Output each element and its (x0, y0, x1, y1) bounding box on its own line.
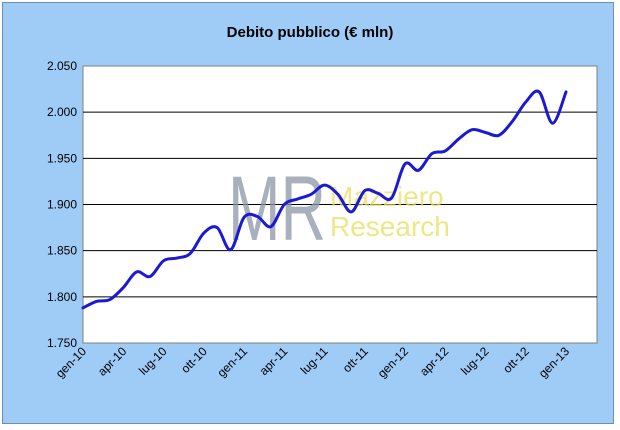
x-tick-label: apr-11 (257, 344, 291, 378)
watermark-text-line1: Mazziero (330, 181, 444, 212)
grid-lines (83, 111, 597, 298)
y-tick-label: 1.750 (47, 336, 77, 350)
y-axis-tick-labels: 1.750 1.800 1.850 1.900 1.950 2.000 2.050 (47, 59, 77, 350)
x-tick-label: apr-12 (417, 344, 452, 379)
watermark-logo-letters: MR (228, 158, 326, 260)
x-tick-label: ott-11 (340, 344, 371, 375)
chart-title: Debito pubblico (€ mln) (226, 24, 394, 41)
y-tick-label: 1.800 (47, 290, 77, 304)
y-tick-label: 1.900 (47, 198, 77, 212)
y-tick-label: 2.050 (47, 59, 77, 73)
x-tick-label: gen-11 (214, 344, 250, 380)
x-tick-label: ott-12 (500, 344, 532, 376)
x-tick-label: gen-13 (536, 344, 573, 381)
x-tick-label: lug-11 (298, 344, 331, 377)
x-tick-label: gen-12 (375, 344, 412, 381)
watermark-text-line2: Research (330, 211, 450, 242)
x-tick-label: lug-12 (458, 344, 492, 378)
x-tick-label: lug-10 (136, 344, 170, 378)
x-tick-label: apr-10 (95, 344, 130, 379)
y-tick-label: 2.000 (47, 105, 77, 119)
y-tick-label: 1.850 (47, 244, 77, 258)
x-axis-tick-labels: gen-10 apr-10 lug-10 ott-10 gen-11 apr-11 lug-… (53, 344, 573, 381)
x-tick-label: ott-10 (178, 344, 210, 376)
series-line (81, 89, 568, 310)
watermark-logo: MR Mazziero Research (228, 158, 450, 260)
y-tick-label: 1.950 (47, 151, 77, 165)
